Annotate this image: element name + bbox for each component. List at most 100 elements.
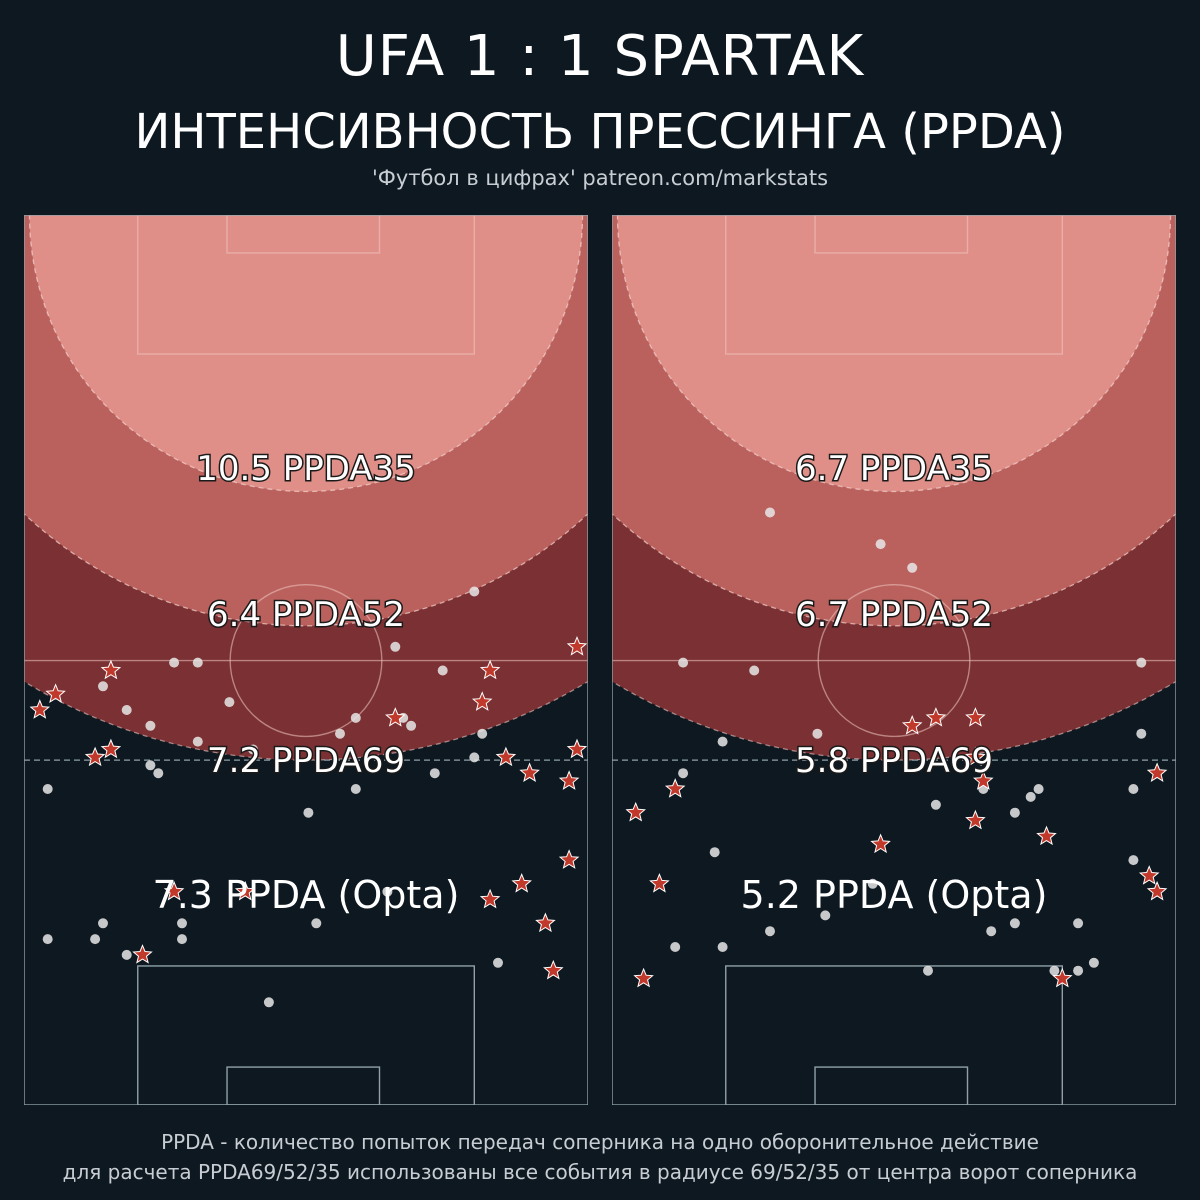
event-dot (765, 507, 775, 518)
penalty-area-top (137, 215, 476, 355)
label-ppda52: 6.7 PPDA52 (795, 595, 993, 635)
centre-circle (817, 584, 971, 738)
event-star (519, 762, 540, 782)
event-star (84, 746, 106, 767)
event-dot (678, 657, 689, 668)
event-star (511, 872, 532, 893)
event-dot (1088, 957, 1099, 968)
label-ppda52: 6.4 PPDA52 (207, 595, 405, 635)
event-dot (1049, 965, 1060, 976)
event-dot (169, 657, 180, 668)
event-dot (867, 878, 878, 889)
event-star (132, 944, 153, 964)
event-star (385, 707, 406, 727)
event-dot (335, 728, 345, 739)
credit-text: 'Футбол в цифрах' patreon.com/markstats (371, 166, 829, 190)
event-star (901, 714, 923, 735)
event-dot (192, 736, 203, 747)
event-dot (1136, 657, 1147, 668)
event-dot (177, 934, 187, 945)
event-dot (192, 657, 203, 668)
event-dot (1009, 918, 1020, 929)
event-dot (42, 784, 53, 794)
event-dot (437, 665, 448, 676)
event-dot (303, 807, 314, 818)
event-star (1146, 762, 1168, 782)
event-dot (121, 705, 132, 715)
event-star (566, 738, 588, 759)
event-dot (145, 760, 156, 771)
penalty-area-bottom (137, 965, 476, 1105)
event-star (234, 880, 256, 901)
zone-35 (616, 215, 1172, 493)
event-star (625, 801, 646, 822)
event-star (558, 770, 580, 790)
event-star (633, 967, 654, 988)
event-star (870, 833, 891, 854)
goal-area-top (814, 215, 969, 254)
page-title: UFA 1 : 1 SPARTAK (335, 24, 865, 89)
event-star (100, 738, 122, 759)
event-star (479, 888, 501, 909)
event-star (29, 699, 51, 719)
label-ppda69: 7.2 PPDA69 (207, 741, 405, 781)
event-dot (812, 728, 823, 739)
event-dot (177, 918, 187, 929)
event-star (1146, 880, 1168, 901)
event-dot (930, 799, 941, 810)
event-dot (42, 934, 53, 945)
pitch-panel-ufa (24, 215, 588, 1105)
event-dot (493, 957, 503, 968)
event-star (965, 809, 986, 830)
event-dot (477, 728, 488, 739)
event-dot (709, 847, 720, 858)
ppda-labels-ufa: 10.5 PPDA35 6.4 PPDA52 7.2 PPDA69 7.3 PPDA … (153, 448, 460, 918)
event-star (1052, 967, 1073, 988)
event-star (965, 746, 986, 767)
event-dot (923, 965, 933, 976)
event-dot (670, 942, 681, 952)
event-dot (986, 926, 997, 937)
event-dot (717, 736, 728, 747)
zone-35 (28, 215, 584, 493)
event-dot (765, 926, 775, 937)
event-dot (1073, 918, 1084, 929)
event-dot (907, 562, 918, 573)
event-star (558, 849, 580, 869)
event-star (100, 659, 122, 680)
event-dot (248, 744, 259, 755)
event-star (965, 707, 986, 727)
label-ppda-opta: 7.3 PPDA (Opta) (153, 873, 460, 917)
event-star (649, 872, 670, 893)
event-dot (121, 949, 132, 960)
event-dot (350, 712, 361, 723)
event-dot (98, 918, 108, 929)
footer-method: для расчета PPDA69/52/35 использованы вс… (62, 1160, 1138, 1184)
event-dot (382, 886, 393, 897)
event-star (471, 691, 493, 711)
event-star (973, 770, 994, 790)
label-ppda35: 10.5 PPDA35 (196, 449, 416, 489)
event-dot (145, 720, 156, 731)
event-star (664, 778, 686, 798)
event-star (1036, 825, 1057, 846)
event-dot (429, 768, 440, 779)
page-subtitle: ИНТЕНСИВНОСТЬ ПРЕССИНГА (PPDA) (134, 104, 1066, 160)
label-ppda35: 6.7 PPDA35 (795, 449, 993, 489)
event-dot (224, 697, 235, 708)
event-dot (390, 641, 401, 652)
event-star (543, 959, 564, 980)
event-dot (1128, 855, 1139, 866)
event-star (566, 635, 588, 656)
event-star (163, 880, 185, 901)
ppda-labels-spartak: 6.7 PPDA35 6.7 PPDA52 5.8 PPDA69 5.2 PPDA (… (741, 448, 1048, 918)
event-dot (678, 768, 689, 779)
centre-circle (229, 584, 383, 738)
goal-area-top (226, 215, 381, 254)
event-dot (153, 768, 164, 779)
event-dot (1009, 807, 1020, 818)
event-star (45, 683, 66, 703)
event-dot (1136, 728, 1147, 739)
event-star (495, 746, 517, 767)
event-dot (1025, 791, 1036, 802)
